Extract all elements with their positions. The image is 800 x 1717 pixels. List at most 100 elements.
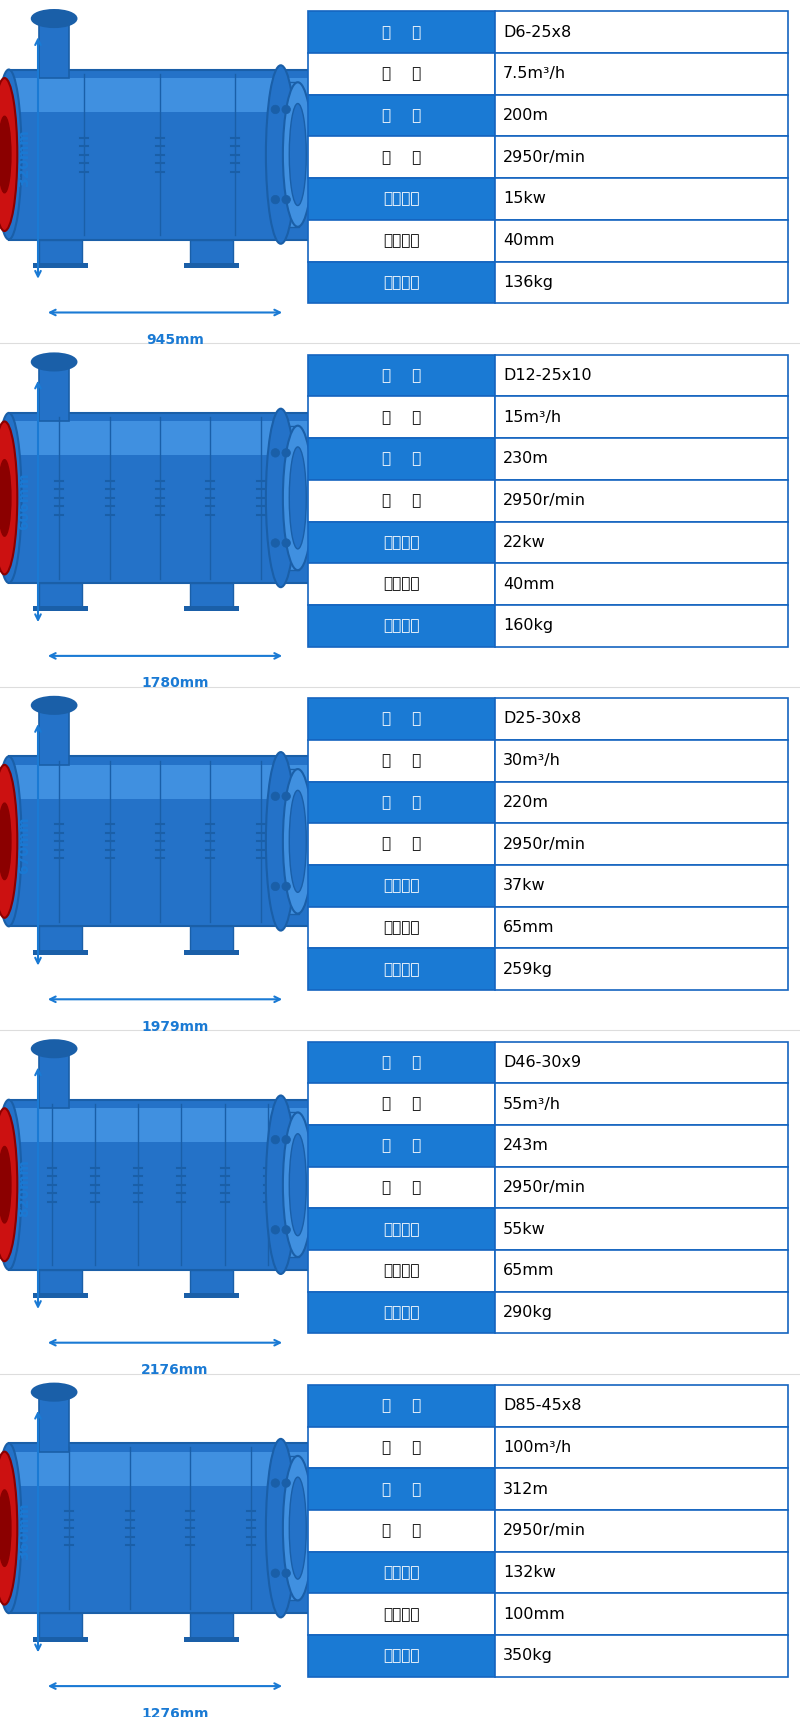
Text: D46-30x9: D46-30x9 [503, 1054, 582, 1070]
Bar [0, 1174, 5, 1195]
Text: 606mm: 606mm [17, 472, 31, 531]
Text: 290kg: 290kg [503, 1305, 554, 1320]
Text: 670mm: 670mm [17, 816, 31, 874]
Bar [39, 1392, 69, 1451]
Bar [308, 604, 495, 647]
Text: 2950r/min: 2950r/min [503, 836, 586, 852]
Text: 转    速: 转 速 [382, 149, 422, 165]
Ellipse shape [283, 1113, 313, 1257]
Bar [9, 1099, 311, 1269]
Bar [39, 240, 82, 264]
Bar [308, 1509, 495, 1552]
Ellipse shape [290, 103, 306, 206]
Circle shape [271, 792, 280, 800]
Text: 流    量: 流 量 [382, 1441, 422, 1454]
Bar [39, 1269, 82, 1295]
Circle shape [271, 448, 280, 457]
Text: D6-25x8: D6-25x8 [503, 24, 571, 39]
Bar [495, 1509, 788, 1552]
Text: 1780mm: 1780mm [142, 676, 209, 690]
Text: 1276mm: 1276mm [142, 1707, 209, 1717]
Text: 电机功率: 电机功率 [383, 1223, 420, 1236]
Bar [9, 1442, 311, 1612]
Text: 扬    程: 扬 程 [382, 795, 422, 810]
Bar [308, 1386, 495, 1427]
Text: 流    量: 流 量 [382, 67, 422, 81]
Bar [184, 606, 239, 611]
Text: 160kg: 160kg [503, 618, 554, 634]
Bar [495, 479, 788, 522]
Ellipse shape [0, 755, 22, 925]
Text: D25-30x8: D25-30x8 [503, 711, 582, 726]
Bar [308, 261, 495, 304]
Ellipse shape [266, 1439, 296, 1617]
Bar [495, 563, 788, 604]
Bar [495, 1209, 788, 1250]
Text: 2950r/min: 2950r/min [503, 1523, 586, 1538]
Bar [495, 948, 788, 991]
Bar [9, 1451, 311, 1485]
Bar [281, 1456, 299, 1600]
Text: 312m: 312m [503, 1482, 550, 1497]
Text: 320mm: 320mm [17, 129, 31, 187]
Circle shape [282, 1135, 290, 1144]
Bar [308, 438, 495, 479]
Ellipse shape [0, 1147, 11, 1223]
Text: 扬    程: 扬 程 [382, 1138, 422, 1154]
Bar [308, 1250, 495, 1291]
Circle shape [271, 196, 280, 204]
Bar [281, 426, 299, 570]
Text: 泵体重量: 泵体重量 [383, 962, 420, 977]
Bar [308, 1166, 495, 1209]
Bar [9, 1107, 311, 1142]
Bar [308, 136, 495, 179]
Text: 流    量: 流 量 [382, 1097, 422, 1111]
Circle shape [271, 1226, 280, 1235]
Ellipse shape [283, 769, 313, 913]
Ellipse shape [0, 421, 18, 575]
Circle shape [282, 105, 290, 113]
Bar [308, 907, 495, 948]
Ellipse shape [266, 409, 296, 587]
Text: 2950r/min: 2950r/min [503, 493, 586, 508]
Text: 泵体重量: 泵体重量 [383, 1305, 420, 1320]
Ellipse shape [32, 354, 77, 371]
Bar [495, 781, 788, 822]
Text: 2176mm: 2176mm [142, 1363, 209, 1377]
Bar [495, 907, 788, 948]
Text: 243m: 243m [503, 1138, 549, 1154]
Text: 2950r/min: 2950r/min [503, 149, 586, 165]
Bar [0, 144, 5, 165]
Text: 7.5m³/h: 7.5m³/h [503, 67, 566, 81]
Bar [33, 950, 88, 955]
Bar [495, 53, 788, 94]
Circle shape [282, 1478, 290, 1487]
Text: 转    速: 转 速 [382, 1180, 422, 1195]
Bar [308, 699, 495, 740]
Bar [495, 94, 788, 136]
Ellipse shape [266, 752, 296, 931]
Bar [495, 1042, 788, 1083]
Bar [9, 70, 311, 240]
Bar [495, 699, 788, 740]
Text: 100m³/h: 100m³/h [503, 1441, 571, 1454]
Text: 132kw: 132kw [503, 1566, 556, 1580]
Bar [495, 865, 788, 907]
Text: 100mm: 100mm [503, 1607, 565, 1623]
Ellipse shape [0, 77, 18, 232]
Bar [308, 740, 495, 781]
Bar [281, 769, 299, 913]
Circle shape [282, 448, 290, 457]
Bar [495, 604, 788, 647]
Bar [281, 1113, 299, 1257]
Bar [495, 1386, 788, 1427]
Bar [190, 584, 233, 608]
Ellipse shape [0, 117, 11, 192]
Bar [308, 397, 495, 438]
Ellipse shape [32, 1041, 77, 1058]
Text: 55m³/h: 55m³/h [503, 1097, 562, 1111]
Text: 37kw: 37kw [503, 879, 546, 893]
Bar [308, 522, 495, 563]
Bar [308, 12, 495, 53]
Text: 2950r/min: 2950r/min [503, 1180, 586, 1195]
